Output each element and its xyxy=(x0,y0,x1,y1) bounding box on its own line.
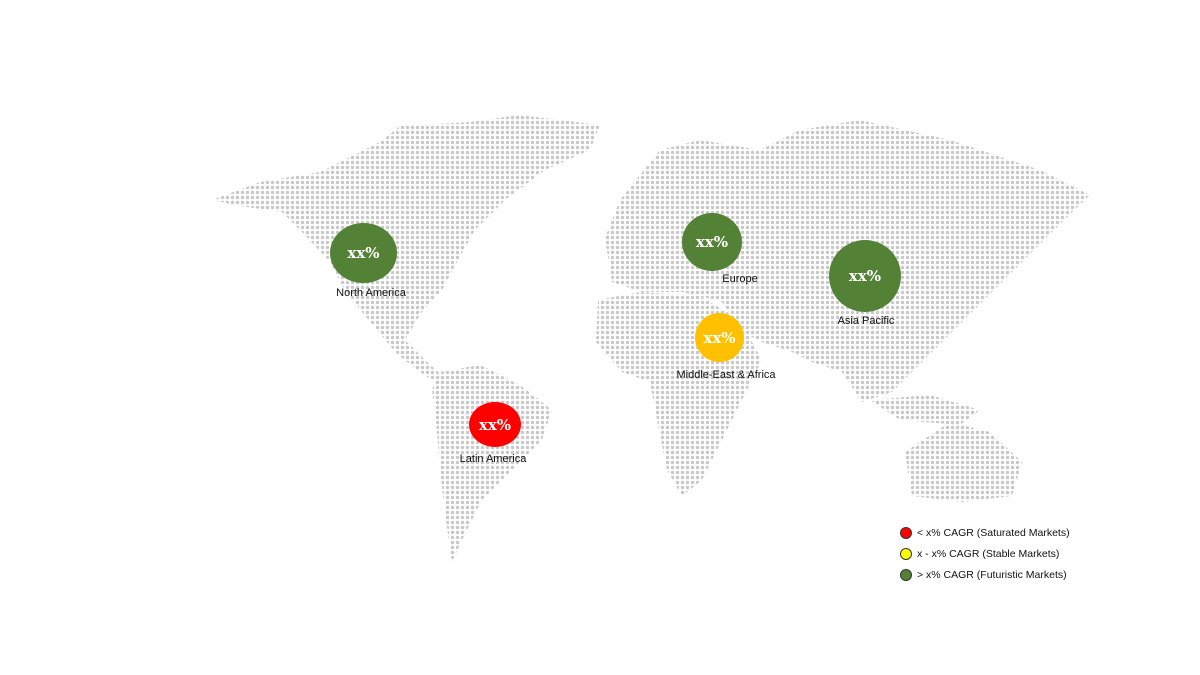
legend-item-saturated: < x% CAGR (Saturated Markets) xyxy=(900,522,1070,543)
legend-label: < x% CAGR (Saturated Markets) xyxy=(917,526,1070,539)
legend-green-dot-icon xyxy=(900,568,912,581)
legend: < x% CAGR (Saturated Markets) x - x% CAG… xyxy=(900,522,1070,585)
bubble-latin-america: xx% xyxy=(469,402,521,447)
continent-south-america xyxy=(432,365,552,562)
continent-australia xyxy=(905,422,1022,502)
label-europe: Europe xyxy=(722,273,758,285)
legend-label: > x% CAGR (Futuristic Markets) xyxy=(917,568,1067,581)
continent-southeast-asia-islands xyxy=(870,395,980,425)
bubble-middle-east-africa: xx% xyxy=(695,313,744,362)
continent-central-america xyxy=(382,336,445,385)
label-north-america: North America xyxy=(336,287,406,299)
legend-item-stable: x - x% CAGR (Stable Markets) xyxy=(900,543,1070,564)
bubble-north-america: xx% xyxy=(330,223,397,283)
label-asia-pacific: Asia Pacific xyxy=(837,315,895,327)
bubble-asia-pacific: xx% xyxy=(829,240,901,312)
legend-yellow-dot-icon xyxy=(900,547,912,560)
label-middle-east-africa: Middle-East & Africa xyxy=(676,369,776,381)
legend-red-dot-icon xyxy=(900,526,912,539)
label-latin-america: Latin America xyxy=(459,453,527,465)
bubble-europe: xx% xyxy=(682,213,742,271)
legend-item-futuristic: > x% CAGR (Futuristic Markets) xyxy=(900,564,1070,585)
continent-north-america xyxy=(212,115,600,340)
legend-label: x - x% CAGR (Stable Markets) xyxy=(917,547,1060,560)
